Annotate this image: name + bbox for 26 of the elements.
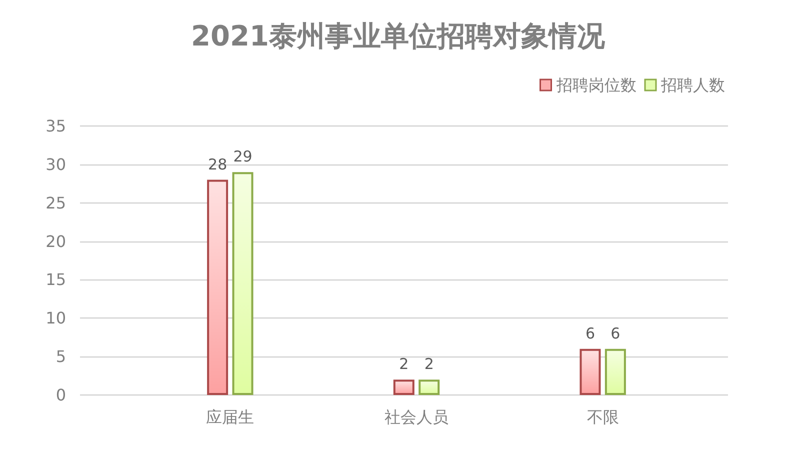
x-tick-label: 社会人员 xyxy=(384,408,448,426)
bar xyxy=(580,348,601,395)
data-label: 2 xyxy=(424,355,434,374)
y-tick-label: 30 xyxy=(46,154,66,174)
x-tick-label: 不限 xyxy=(586,408,619,426)
y-tick-label: 0 xyxy=(56,386,66,404)
data-label: 29 xyxy=(233,148,252,166)
data-label: 2 xyxy=(399,355,409,374)
data-label: 6 xyxy=(610,324,620,342)
legend-label: 招聘岗位数 xyxy=(555,76,636,94)
y-tick-label: 5 xyxy=(56,347,66,366)
legend-label: 招聘人数 xyxy=(660,76,725,94)
data-label: 6 xyxy=(585,324,596,342)
bar xyxy=(418,380,440,395)
bar xyxy=(604,348,626,395)
bar xyxy=(232,172,254,395)
y-tick-label: 20 xyxy=(46,232,66,251)
x-tick-label: 应届生 xyxy=(206,408,254,426)
bar xyxy=(393,380,414,395)
bar xyxy=(207,180,228,395)
y-tick-label: 10 xyxy=(46,308,66,328)
y-tick-label: 15 xyxy=(46,270,66,290)
y-tick-label: 35 xyxy=(46,116,66,136)
data-label: 28 xyxy=(208,155,228,174)
chart-title: 2021泰州事业单位招聘对象情况 xyxy=(191,20,606,52)
y-tick-label: 25 xyxy=(46,193,66,212)
